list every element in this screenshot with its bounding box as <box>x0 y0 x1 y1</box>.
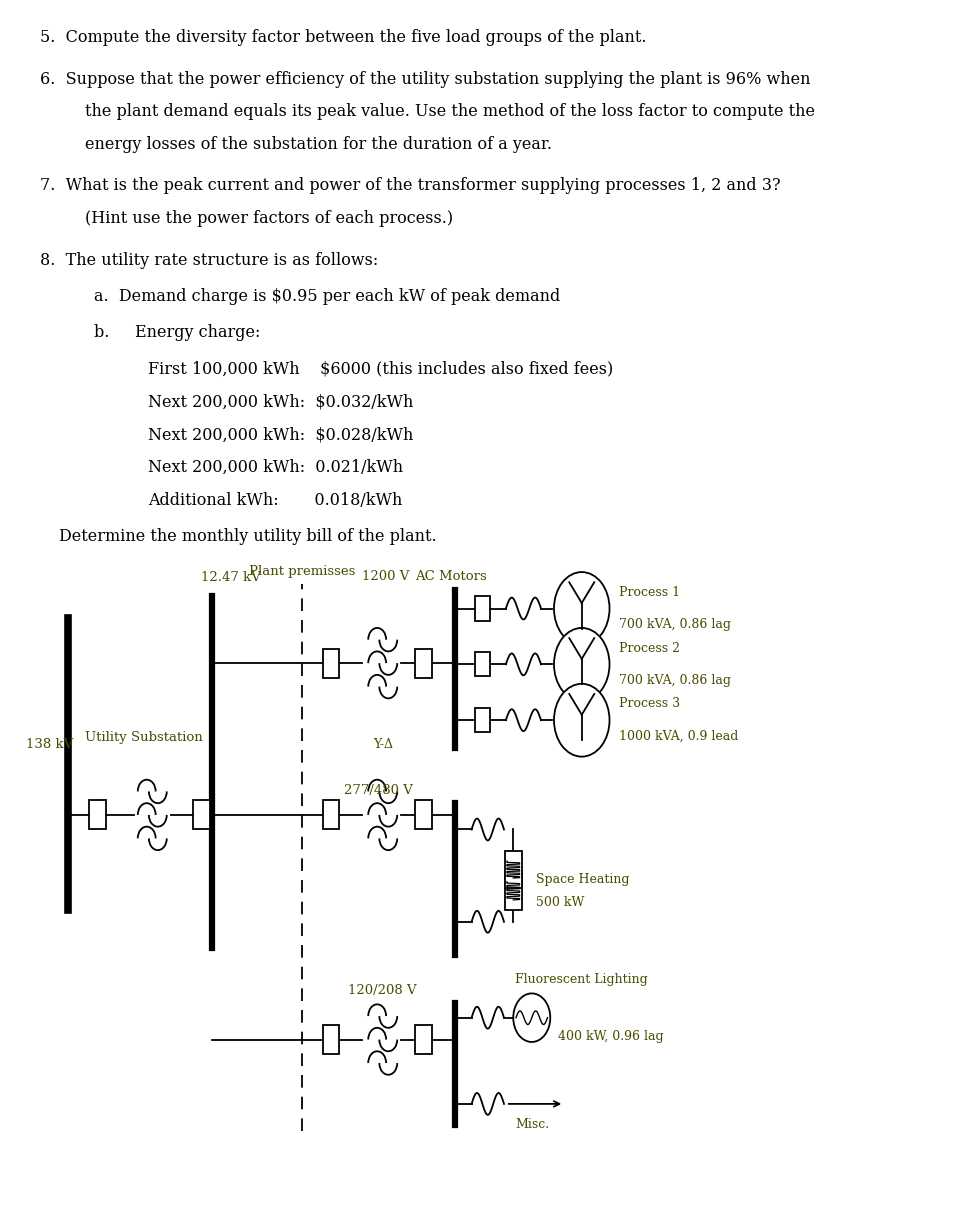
Bar <box>475 652 490 677</box>
Text: 120/208 V: 120/208 V <box>348 985 417 997</box>
Text: 1000 kVA, 0.9 lead: 1000 kVA, 0.9 lead <box>619 730 738 742</box>
Bar <box>415 801 432 830</box>
Circle shape <box>554 572 609 645</box>
Text: 8.  The utility rate structure is as follows:: 8. The utility rate structure is as foll… <box>40 252 378 269</box>
Circle shape <box>513 993 550 1042</box>
Bar <box>505 852 522 887</box>
Bar <box>323 801 339 830</box>
Text: 700 kVA, 0.86 lag: 700 kVA, 0.86 lag <box>619 618 731 632</box>
Text: 700 kVA, 0.86 lag: 700 kVA, 0.86 lag <box>619 674 731 688</box>
Circle shape <box>554 684 609 757</box>
Text: Process 1: Process 1 <box>619 585 680 599</box>
Bar <box>415 649 432 678</box>
Text: Space Heating: Space Heating <box>536 874 630 886</box>
Bar <box>323 649 339 678</box>
Bar <box>323 1025 339 1054</box>
Text: Determine the monthly utility bill of the plant.: Determine the monthly utility bill of th… <box>58 528 437 545</box>
Text: AC Motors: AC Motors <box>415 570 487 583</box>
Text: First 100,000 kWh    $6000 (this includes also fixed fees): First 100,000 kWh $6000 (this includes a… <box>147 360 613 377</box>
Text: Process 3: Process 3 <box>619 697 680 711</box>
Bar <box>193 801 210 830</box>
Text: 5.  Compute the diversity factor between the five load groups of the plant.: 5. Compute the diversity factor between … <box>40 29 646 46</box>
Text: 500 kW: 500 kW <box>536 896 585 909</box>
Text: 138 kV: 138 kV <box>26 738 74 751</box>
Text: Process 2: Process 2 <box>619 641 680 655</box>
Text: 7.  What is the peak current and power of the transformer supplying processes 1,: 7. What is the peak current and power of… <box>40 178 781 195</box>
Text: Next 200,000 kWh:  $0.032/kWh: Next 200,000 kWh: $0.032/kWh <box>147 393 413 410</box>
Text: b.     Energy charge:: b. Energy charge: <box>94 325 260 342</box>
Text: 400 kW, 0.96 lag: 400 kW, 0.96 lag <box>558 1030 663 1043</box>
Text: Additional kWh:       0.018/kWh: Additional kWh: 0.018/kWh <box>147 492 402 509</box>
Bar <box>90 801 106 830</box>
Text: Y-Δ: Y-Δ <box>372 739 393 751</box>
Text: Next 200,000 kWh:  0.021/kWh: Next 200,000 kWh: 0.021/kWh <box>147 459 403 476</box>
Text: (Hint use the power factors of each process.): (Hint use the power factors of each proc… <box>85 211 452 228</box>
Text: energy losses of the substation for the duration of a year.: energy losses of the substation for the … <box>85 136 552 153</box>
Text: 12.47 kV: 12.47 kV <box>201 571 261 584</box>
Bar <box>475 596 490 621</box>
Text: the plant demand equals its peak value. Use the method of the loss factor to com: the plant demand equals its peak value. … <box>85 103 815 120</box>
Text: Next 200,000 kWh:  $0.028/kWh: Next 200,000 kWh: $0.028/kWh <box>147 426 413 443</box>
Bar <box>415 1025 432 1054</box>
Bar <box>505 873 522 909</box>
Text: a.  Demand charge is $0.95 per each kW of peak demand: a. Demand charge is $0.95 per each kW of… <box>94 288 561 305</box>
Text: Utility Substation: Utility Substation <box>85 731 203 745</box>
Text: 277/480 V: 277/480 V <box>344 784 412 797</box>
Text: Fluorescent Lighting: Fluorescent Lighting <box>515 974 647 986</box>
Circle shape <box>554 628 609 701</box>
Text: Misc.: Misc. <box>515 1118 549 1132</box>
Text: Plant premisses: Plant premisses <box>249 565 356 578</box>
Text: 1200 V: 1200 V <box>363 570 410 583</box>
Text: 6.  Suppose that the power efficiency of the utility substation supplying the pl: 6. Suppose that the power efficiency of … <box>40 71 811 88</box>
Bar <box>475 708 490 733</box>
